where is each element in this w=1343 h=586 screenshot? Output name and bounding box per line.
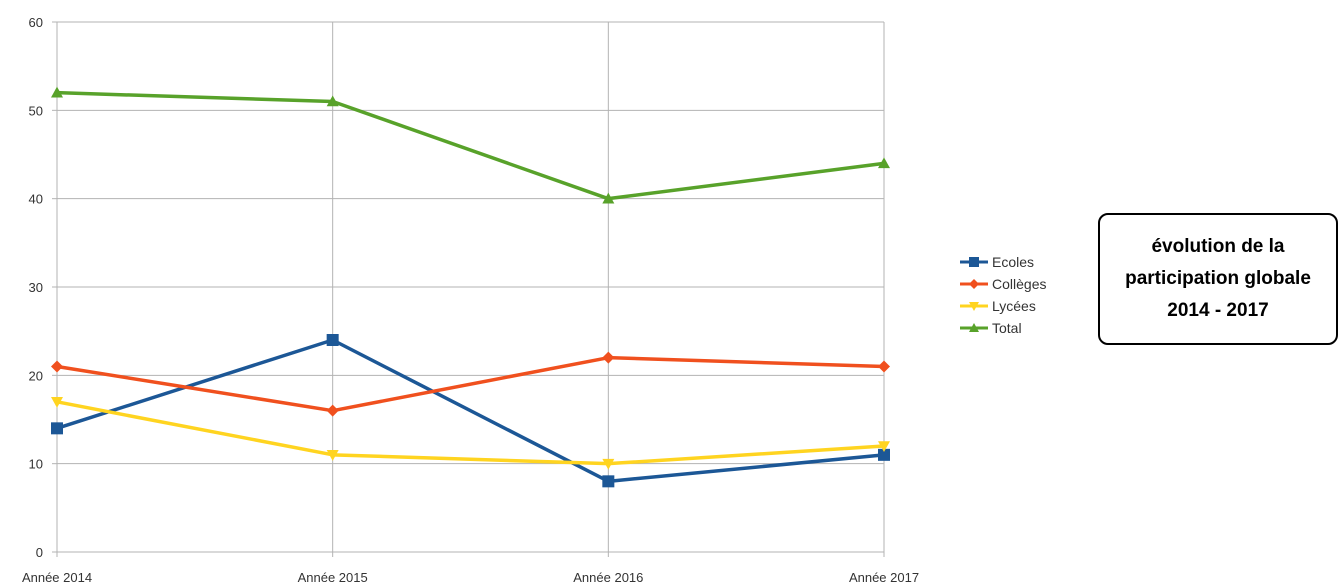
series-line: [56, 355, 885, 413]
legend-item: Collèges: [960, 276, 1046, 292]
y-tick-label: 60: [29, 15, 43, 30]
chart-title-box: évolution de la participation globale 20…: [1098, 213, 1338, 345]
chart-title-line-2: participation globale: [1125, 268, 1311, 289]
legend-marker: [969, 279, 979, 289]
x-tick-label: Année 2015: [298, 570, 368, 585]
x-tick-label: Année 2016: [573, 570, 643, 585]
legend-item: Ecoles: [960, 254, 1034, 270]
data-point: [51, 397, 63, 408]
data-point: [51, 86, 63, 98]
legend-marker: [969, 257, 979, 267]
y-tick-label: 30: [29, 280, 43, 295]
series: [51, 86, 890, 488]
legend-marker: [969, 302, 979, 311]
chart-title-line-3: 2014 - 2017: [1167, 300, 1269, 321]
data-point: [878, 441, 890, 452]
y-tick-label: 40: [29, 192, 43, 207]
legend-marker: [969, 323, 979, 332]
data-point: [878, 448, 890, 461]
x-tick-label: Année 2014: [22, 570, 92, 585]
data-point: [602, 192, 615, 204]
legend-label: Total: [992, 320, 1022, 336]
legend: Ecoles Collèges Lycées Total: [960, 254, 1046, 336]
series-line: [56, 90, 885, 201]
legend-label: Ecoles: [992, 254, 1034, 270]
axes: 0 10 20 30 40 50 60 Année 2014 Année 2015 Année 2…: [22, 15, 919, 585]
y-tick-label: 0: [36, 545, 43, 560]
legend-item: Lycées: [960, 298, 1036, 314]
y-tick-label: 20: [29, 368, 43, 383]
data-point: [51, 422, 63, 435]
x-tick-label: Année 2017: [849, 570, 919, 585]
y-tick-label: 10: [29, 457, 43, 472]
data-point: [51, 360, 63, 373]
series-line: [56, 400, 885, 466]
data-point: [326, 334, 339, 346]
data-point: [326, 404, 339, 417]
legend-label: Lycées: [992, 298, 1036, 314]
series-lycées: [51, 397, 890, 470]
data-point: [602, 458, 615, 470]
data-point: [326, 95, 339, 107]
data-point: [602, 475, 615, 488]
data-point: [326, 450, 339, 461]
chart-title-line-1: évolution de la: [1151, 236, 1285, 257]
series-collèges: [51, 351, 890, 417]
grid: [56, 21, 885, 553]
y-tick-label: 50: [29, 103, 43, 118]
legend-label: Collèges: [992, 276, 1046, 292]
series-line: [56, 338, 885, 484]
legend-item: Total: [960, 320, 1022, 336]
series-total: [51, 86, 890, 204]
data-point: [878, 360, 890, 373]
data-point: [878, 157, 890, 169]
series-ecoles: [51, 334, 890, 488]
data-point: [602, 351, 615, 364]
